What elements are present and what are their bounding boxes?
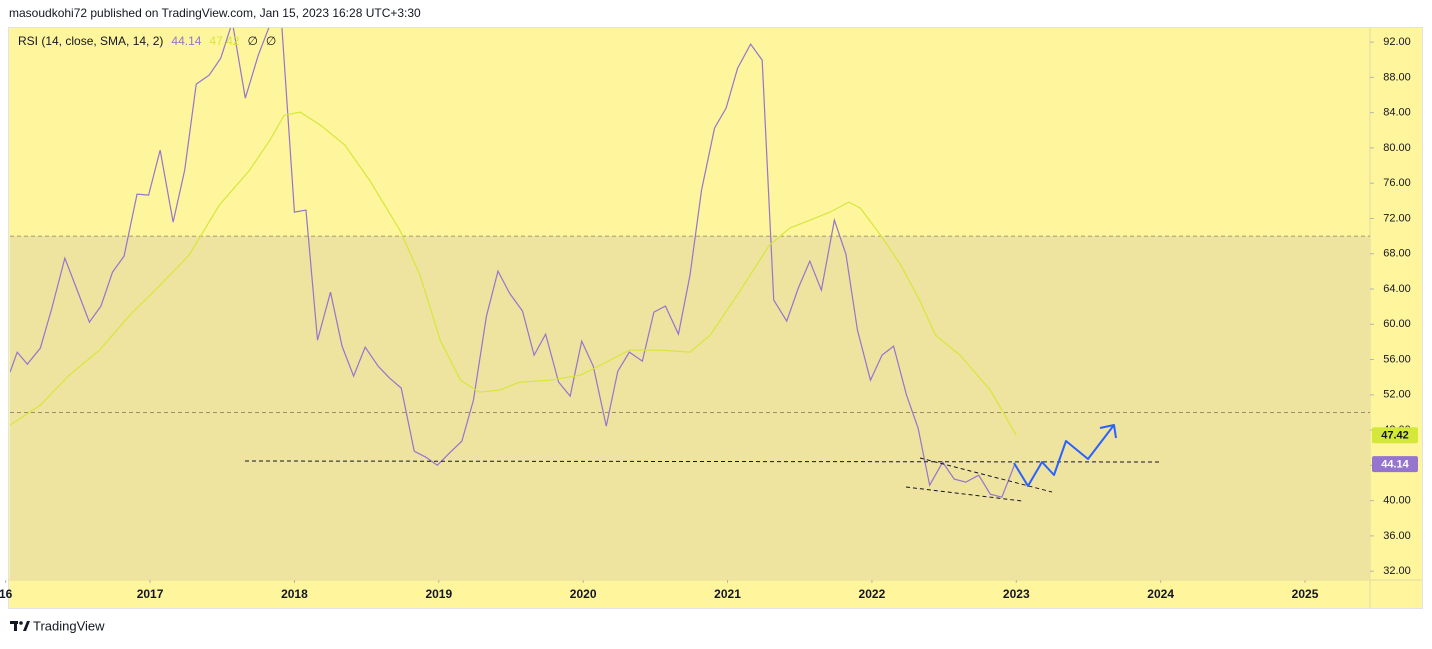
- price-label-box: [1372, 456, 1418, 473]
- y-tick-label: 32.00: [1383, 565, 1411, 577]
- support-line: [244, 460, 1161, 463]
- x-tick-label: 2025: [1292, 587, 1319, 601]
- price-label: 44.14: [1381, 459, 1409, 471]
- y-tick-label: 68.00: [1383, 248, 1411, 260]
- series-line: [10, 28, 1016, 498]
- x-tick-label: 2018: [281, 587, 308, 601]
- y-tick-label: 60.00: [1383, 318, 1411, 330]
- legend: RSI (14, close, SMA, 14, 2) 44.14 47.42 ∅ ∅: [18, 34, 276, 48]
- footer-brand: TradingView: [33, 618, 105, 633]
- price-label-box: [1372, 427, 1418, 444]
- x-tick-label: 2017: [137, 587, 164, 601]
- y-tick-label: 36.00: [1383, 530, 1411, 542]
- x-tick-label: 2024: [1147, 587, 1174, 601]
- projection-path: [1013, 424, 1115, 487]
- y-tick-label: 72.00: [1383, 212, 1411, 224]
- drawings: [244, 457, 1161, 502]
- x-tick-label: 2022: [859, 587, 886, 601]
- x-tick-label: 2021: [714, 587, 741, 601]
- logo-stem: [14, 621, 17, 631]
- projection-arrow: [1013, 424, 1117, 487]
- arrow-head: [1099, 424, 1117, 439]
- price-label: 47.42: [1381, 430, 1409, 442]
- x-tick-label: 2019: [425, 587, 452, 601]
- y-tick-label: 52.00: [1383, 389, 1411, 401]
- publisher-line: masoudkohi72 published on TradingView.co…: [9, 6, 421, 20]
- indicator-label: RSI (14, close, SMA, 14, 2): [18, 34, 163, 48]
- legend-value: 47.42: [209, 34, 239, 48]
- logo-dot: [19, 621, 23, 625]
- legend-extra: ∅: [247, 34, 257, 48]
- y-tick-label: 88.00: [1383, 71, 1411, 83]
- series-line: [10, 111, 1017, 436]
- y-tick-label: 92.00: [1383, 36, 1411, 48]
- rsi-band: [10, 236, 1370, 580]
- y-tick-label: 84.00: [1383, 107, 1411, 119]
- y-tick-label: 56.00: [1383, 353, 1411, 365]
- y-tick-label: 40.00: [1383, 495, 1411, 507]
- x-tick-label: 2023: [1003, 587, 1030, 601]
- line-layer: [10, 28, 1017, 498]
- wedge-upper: [919, 457, 1053, 493]
- x-tick-label: 16: [0, 587, 13, 601]
- y-tick-label: 76.00: [1383, 177, 1411, 189]
- y-tick-label: 64.00: [1383, 283, 1411, 295]
- band-layer: [10, 235, 1370, 580]
- wedge-lower: [905, 486, 1023, 502]
- y-tick-label: 80.00: [1383, 142, 1411, 154]
- legend-extra: ∅: [266, 34, 276, 48]
- x-tick-label: 2020: [570, 587, 597, 601]
- legend-value: 44.14: [171, 34, 201, 48]
- footer-logo: [10, 621, 30, 631]
- logo-slash: [23, 621, 30, 631]
